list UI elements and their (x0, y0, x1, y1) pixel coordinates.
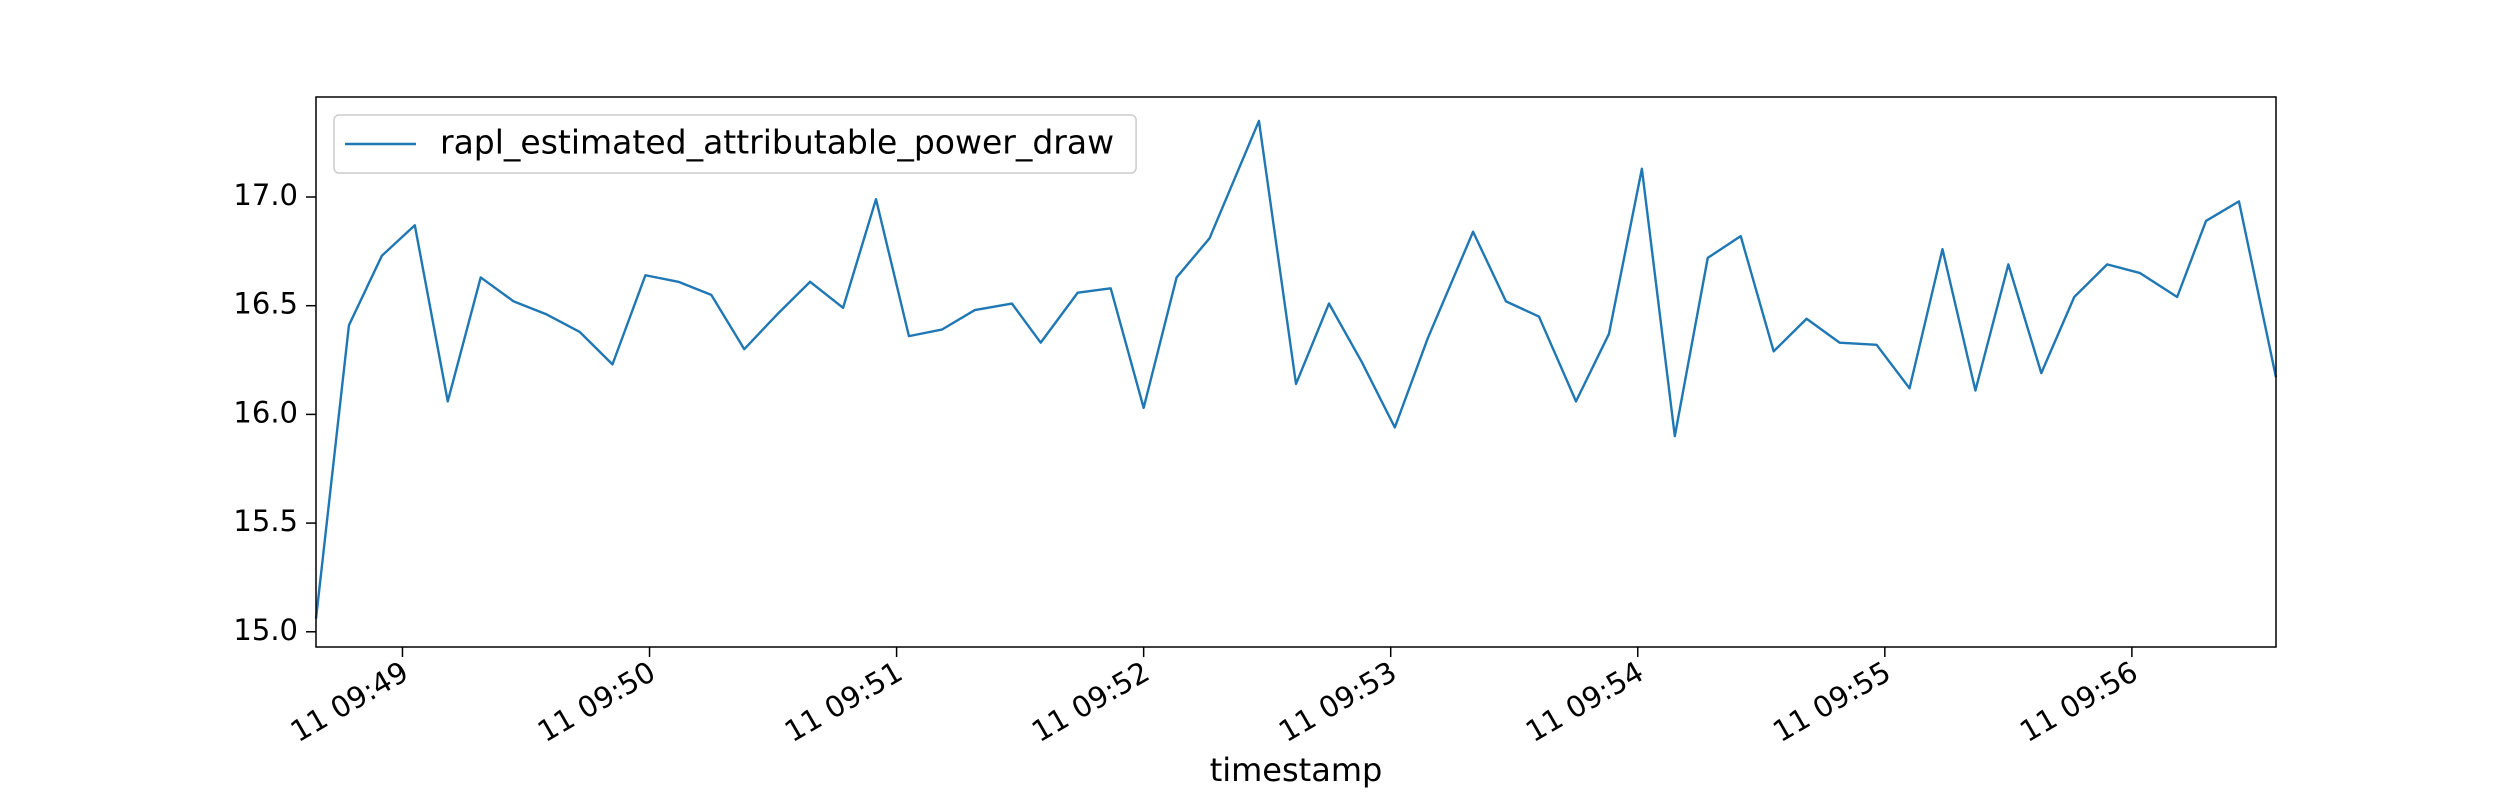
x-tick-label: 11 09:51 (779, 655, 908, 749)
data-line (314, 119, 2278, 619)
x-tick-label: 11 09:52 (1026, 655, 1155, 749)
x-tick-label: 11 09:56 (2014, 655, 2143, 749)
y-tick-label: 16.5 (233, 287, 298, 321)
legend-box (333, 114, 1137, 174)
plot-frame (315, 96, 2277, 648)
y-tick-label: 16.0 (233, 395, 298, 429)
x-tick-label: 11 09:50 (532, 655, 661, 749)
x-tick-label: 11 09:55 (1767, 655, 1896, 749)
x-tick-label: 11 09:49 (285, 655, 414, 749)
x-axis-label: timestamp (1210, 751, 1383, 789)
y-tick-label: 17.0 (233, 178, 298, 212)
y-tick-label: 15.5 (233, 504, 298, 538)
y-tick-label: 15.0 (233, 613, 298, 647)
x-tick-label: 11 09:53 (1273, 655, 1402, 749)
legend-label: rapl_estimated_attributable_power_draw (440, 123, 1114, 162)
x-tick-label: 11 09:54 (1520, 655, 1649, 749)
